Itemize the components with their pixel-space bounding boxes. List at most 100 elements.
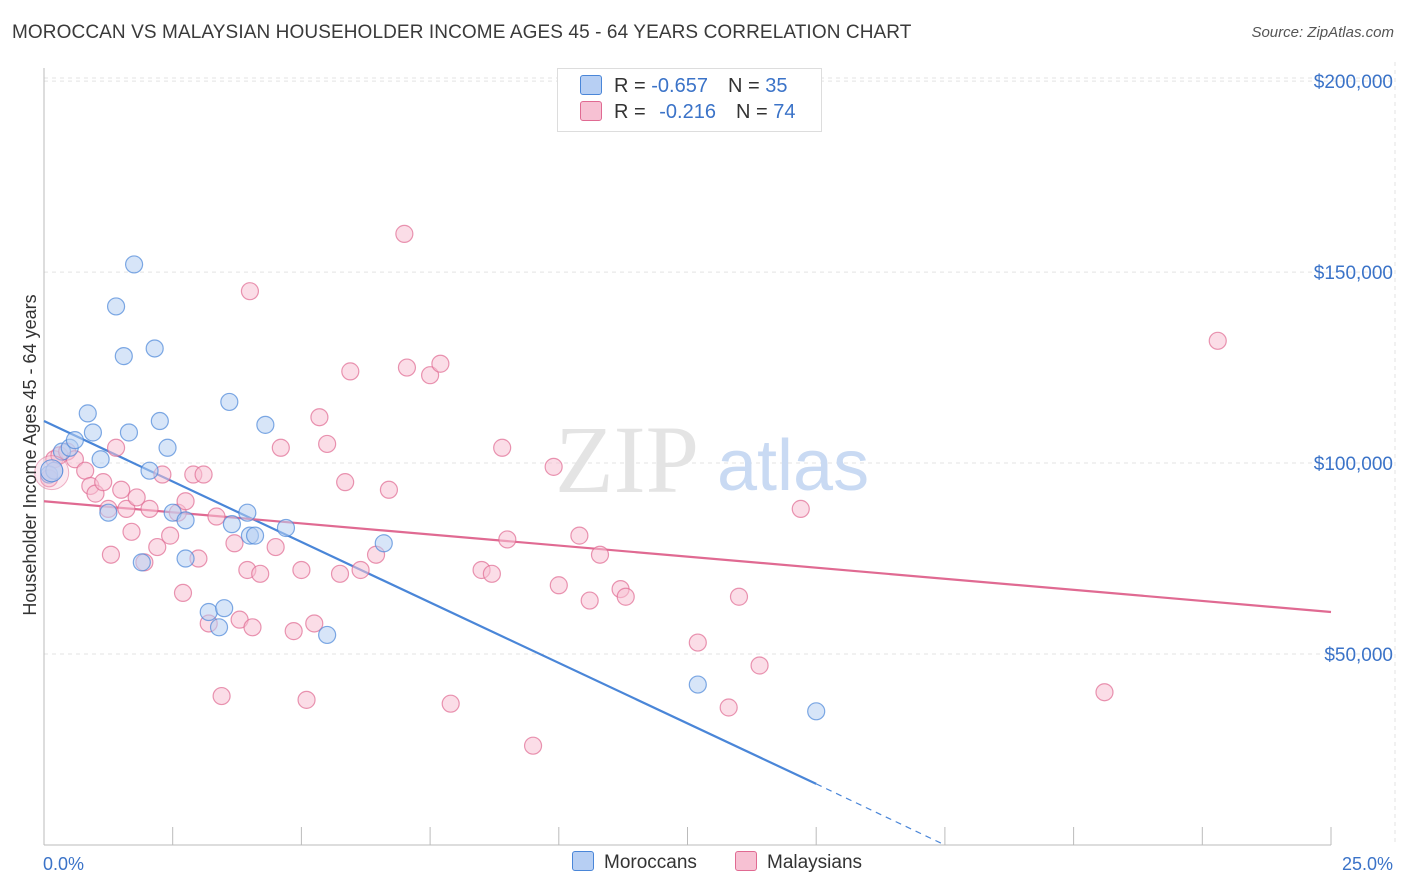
moroccans-point (176, 511, 195, 530)
malaysians-point (498, 530, 517, 549)
malaysians-point (341, 362, 360, 381)
tick-labels: $50,000 $100,000 $150,000 $200,000 0.0% 25.0% (43, 72, 1393, 874)
moroccans-point (119, 423, 139, 442)
moroccans-swatch (580, 75, 602, 95)
moroccans-point (238, 503, 257, 522)
malaysians-point (305, 614, 324, 633)
legend-item-malaysians[interactable]: Malaysians (735, 851, 862, 874)
malaysians-point (310, 408, 329, 427)
malaysians-point (173, 583, 193, 603)
malaysians-point (395, 224, 414, 243)
moroccans-point (65, 431, 84, 450)
malaysians-point (176, 492, 195, 511)
malaysians-point (112, 480, 131, 499)
moroccans-point (145, 339, 164, 358)
malaysians-point (161, 526, 180, 545)
malaysians-point (127, 488, 146, 507)
malaysians-point (431, 354, 450, 373)
malaysians-point (148, 537, 167, 557)
malaysians-point (240, 282, 260, 301)
moroccans-point (688, 675, 707, 694)
moroccans-point (209, 618, 229, 637)
moroccans-point (140, 461, 159, 480)
malaysians-point (421, 366, 440, 385)
n-label: N = (735, 101, 774, 123)
moroccans-point (245, 526, 265, 545)
malaysians-point (284, 622, 303, 641)
moroccans-point-cluster (40, 459, 64, 483)
trendline-malaysians (43, 500, 1332, 614)
malaysians-point (616, 587, 635, 606)
moroccans-point (78, 404, 97, 423)
moroccans-point (176, 549, 195, 568)
malaysians-legend-label: Malaysians (767, 852, 863, 873)
malaysians-point (94, 473, 113, 492)
moroccans-point (158, 438, 177, 457)
malaysians-point (729, 587, 749, 606)
trendlines (43, 420, 1332, 846)
malaysians-point (1095, 683, 1114, 702)
trendline-moroccans (43, 420, 817, 785)
legend-item-moroccans[interactable]: Moroccans (572, 851, 697, 874)
malaysians-point (441, 694, 460, 713)
malaysians-point (570, 526, 589, 545)
malaysians-point (271, 438, 290, 457)
malaysians-legend-swatch (735, 851, 757, 871)
moroccans-point (276, 518, 296, 538)
malaysians-point (207, 507, 226, 526)
malaysians-point (719, 698, 738, 717)
malaysians-point (212, 686, 231, 706)
watermark-atlas: atlas (717, 426, 869, 506)
moroccans-point (807, 702, 826, 721)
trendline-extension-moroccans (815, 783, 946, 846)
moroccans-point (199, 602, 218, 622)
watermark-zip: ZIP (555, 406, 699, 513)
moroccans-point (91, 450, 110, 469)
moroccans-point (215, 599, 234, 618)
malaysians-point (1208, 331, 1227, 350)
y-axis-label: Householder Income Ages 45 - 64 years (20, 294, 40, 615)
malaysians-point (351, 560, 370, 580)
legend-row-malaysians: R = -0.216 N = 74 (580, 101, 795, 127)
malaysians-point (580, 591, 599, 610)
r-label: R = (614, 101, 652, 123)
malaysians-point (292, 560, 311, 580)
x-tick-label: 25.0% (1342, 854, 1393, 874)
malaysians-point (251, 564, 270, 583)
malaysians-point (117, 499, 136, 518)
malaysians-point (330, 564, 350, 583)
moroccans-point (150, 411, 169, 431)
malaysians-point (482, 564, 501, 583)
malaysians-point (243, 618, 262, 637)
malaysians-point (194, 465, 213, 484)
axes (43, 68, 1332, 846)
malaysians-point (397, 358, 417, 377)
chart-title: MOROCCAN VS MALAYSIAN HOUSEHOLDER INCOME… (12, 22, 912, 43)
moroccans-point (318, 625, 337, 645)
malaysians-point (225, 534, 244, 553)
moroccans-point (374, 534, 393, 553)
malaysians-point (750, 656, 769, 675)
malaysians-point (379, 480, 399, 499)
malaysians-point (688, 633, 707, 652)
moroccans-point (220, 392, 239, 412)
stats-legend: R = -0.657 N = 35 R = -0.216 N = 74 (557, 68, 822, 132)
r-value: -0.657 (651, 75, 708, 97)
y-tick-label: $200,000 (1314, 72, 1393, 93)
moroccans-legend-swatch (572, 851, 594, 871)
moroccans-point (222, 515, 242, 534)
malaysians-point (590, 545, 610, 564)
legend-row-moroccans: R = -0.657 N = 35 (580, 75, 787, 101)
malaysians-point (297, 690, 316, 709)
malaysians-point (544, 457, 563, 476)
moroccans-legend-label: Moroccans (604, 852, 697, 873)
n-value: 35 (765, 75, 788, 97)
moroccans-point (99, 503, 118, 522)
moroccans-point (124, 255, 144, 274)
n-value: 74 (773, 101, 796, 123)
y-tick-label: $150,000 (1314, 263, 1393, 284)
n-label: N = (727, 75, 766, 97)
malaysians-point (549, 576, 568, 595)
malaysians-point (318, 434, 337, 454)
